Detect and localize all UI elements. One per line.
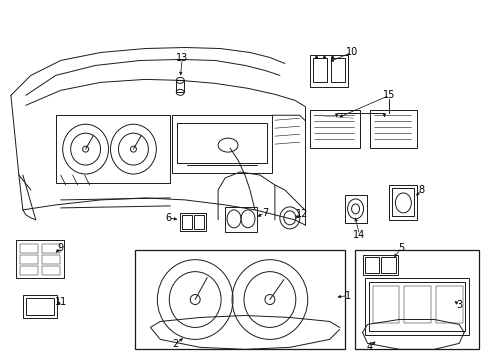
Bar	[354, 250, 478, 349]
Bar	[172, 115, 271, 173]
Bar	[364, 257, 379, 273]
Text: 13: 13	[176, 54, 188, 63]
Bar	[330, 58, 344, 82]
Text: 2: 2	[172, 339, 178, 349]
Bar	[177, 123, 266, 163]
Text: 10: 10	[345, 48, 357, 58]
Bar	[369, 110, 416, 148]
Bar	[224, 207, 256, 232]
Bar	[309, 110, 359, 148]
Bar	[41, 255, 60, 264]
Text: 11: 11	[55, 297, 67, 306]
Text: 1: 1	[344, 291, 350, 301]
Bar	[435, 285, 462, 323]
Text: 5: 5	[397, 243, 404, 253]
Bar	[41, 244, 60, 253]
Text: 8: 8	[417, 185, 424, 195]
Bar	[344, 195, 366, 223]
Bar	[180, 213, 206, 231]
Bar	[182, 215, 192, 229]
Text: 14: 14	[353, 230, 365, 240]
Bar	[26, 298, 54, 315]
Text: 9: 9	[58, 243, 63, 253]
Bar	[392, 188, 413, 216]
Bar	[23, 294, 57, 319]
Bar	[404, 285, 430, 323]
Bar	[41, 266, 60, 275]
Text: 7: 7	[261, 208, 267, 218]
Bar	[364, 278, 468, 336]
Bar	[312, 58, 326, 82]
Bar	[16, 240, 63, 278]
Bar	[362, 255, 398, 275]
Bar	[368, 282, 464, 332]
Text: 15: 15	[383, 90, 395, 100]
Text: 3: 3	[455, 300, 461, 310]
Bar	[20, 266, 38, 275]
Bar	[20, 244, 38, 253]
Bar	[20, 255, 38, 264]
Text: 4: 4	[366, 342, 372, 352]
Text: 12: 12	[295, 209, 307, 219]
Bar	[135, 250, 344, 349]
Bar	[372, 285, 399, 323]
Bar	[176, 80, 184, 92]
Text: 6: 6	[165, 213, 171, 223]
Bar	[194, 215, 203, 229]
Bar	[309, 55, 347, 87]
Bar	[388, 185, 416, 220]
Bar	[56, 115, 170, 183]
Bar	[381, 257, 396, 273]
